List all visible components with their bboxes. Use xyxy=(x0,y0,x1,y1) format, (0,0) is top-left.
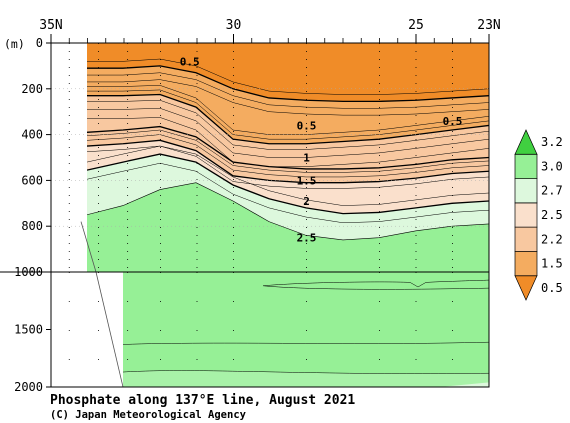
legend-swatch-6 xyxy=(514,129,538,155)
contour-label-0: 0.5 xyxy=(180,55,200,68)
color-legend: 0.5 1.5 2.2 2.5 2.7 3.0 3.2 xyxy=(514,129,563,301)
contour-thin-12 xyxy=(86,162,489,224)
contour-label-3: 1 xyxy=(303,152,310,165)
x-tick-label-1: 30 xyxy=(226,18,242,33)
contour-2.7 xyxy=(86,182,489,241)
band-2.2-2.5 xyxy=(87,140,489,214)
contour-label-2: 0.5 xyxy=(443,115,463,128)
contour-thin-10 xyxy=(86,145,489,189)
contour-thin-4 xyxy=(87,89,489,140)
contour-thin-5 xyxy=(87,99,489,150)
band-lt-0.5 xyxy=(87,43,489,102)
chart-title: Phosphate along 137°E line, August 2021 xyxy=(50,393,355,408)
legend-swatch-3 xyxy=(514,202,538,228)
contour-thin-6 xyxy=(87,108,489,158)
contour-thin-7 xyxy=(87,117,489,167)
x-tick-label-0: 35N xyxy=(39,18,62,33)
y-tick-label-lower-0: 1500 xyxy=(14,323,43,337)
legend-label-2: 2.2 xyxy=(541,232,563,246)
contour-thin-8 xyxy=(86,129,489,173)
y-tick-label-lower-1: 2000 xyxy=(14,380,43,394)
y-tick-label-upper-0: 0 xyxy=(36,36,43,50)
band-1.5-2.2 xyxy=(87,94,489,183)
contour-thick-2 xyxy=(86,125,489,170)
y-unit-label: (m) xyxy=(4,37,25,51)
legend-swatch-4 xyxy=(514,178,538,204)
contour-thick-0 xyxy=(87,65,489,103)
contour-thin-0 xyxy=(87,58,489,95)
no-data-lower-2 xyxy=(87,277,123,387)
contour-thin-2 xyxy=(87,79,489,116)
legend-swatch-2 xyxy=(514,226,538,252)
no-data-upper xyxy=(51,43,87,272)
contour-thin-1 xyxy=(87,72,489,109)
x-tick-label-2: 25 xyxy=(408,18,424,33)
y-tick-label-upper-3: 600 xyxy=(21,173,43,187)
y-tick-label-upper-1: 200 xyxy=(21,82,43,96)
axes: 35N 30 25 23N 0 200 400 600 800 1000 1500 2000 xyxy=(14,18,501,394)
plot-overlay: 0.5 0.5 0.5 1 1.5 2 2.5 xyxy=(0,43,489,387)
legend-label-0: 0.5 xyxy=(541,281,563,295)
contour-lower-1 xyxy=(122,370,489,374)
legend-label-4: 2.7 xyxy=(541,184,563,198)
lower-band-green xyxy=(123,272,489,387)
contour-lower-3 xyxy=(262,279,489,288)
contour-lower-4 xyxy=(262,285,489,290)
legend-swatch-0 xyxy=(514,275,538,301)
y-tick-label-upper-2: 400 xyxy=(21,128,43,142)
contour-thin-11 xyxy=(86,145,489,206)
legend-swatch-5 xyxy=(514,153,538,179)
contour-thick-1 xyxy=(87,93,489,145)
lower-band-pale xyxy=(440,382,489,387)
contour-thin-9 xyxy=(86,134,489,178)
lower-band-light xyxy=(123,370,489,387)
band-2.5-2.7 xyxy=(87,154,489,240)
contour-label-5: 2 xyxy=(303,195,310,208)
legend-label-5: 3.0 xyxy=(541,159,563,173)
legend-label-1: 1.5 xyxy=(541,257,563,271)
legend-swatch-1 xyxy=(514,251,538,277)
legend-label-3: 2.5 xyxy=(541,208,563,222)
contour-lower-2 xyxy=(122,341,489,345)
legend-label-6: 3.2 xyxy=(541,135,563,149)
contour-thick-4 xyxy=(86,153,489,215)
y-tick-label-upper-5: 1000 xyxy=(14,265,43,279)
credit-text: (C) Japan Meteorological Agency xyxy=(50,409,247,421)
contour-label-4: 1.5 xyxy=(297,174,317,187)
x-tick-label-3: 23N xyxy=(477,18,500,33)
y-tick-label-upper-4: 800 xyxy=(21,219,43,233)
contour-label-6: 2.5 xyxy=(297,232,317,245)
band-0.5-1.5 xyxy=(87,65,489,144)
band-gt-2.7 xyxy=(87,182,489,284)
contour-label-1: 0.5 xyxy=(297,119,317,132)
plot-area xyxy=(51,43,489,387)
contour-thick-3 xyxy=(86,139,489,184)
